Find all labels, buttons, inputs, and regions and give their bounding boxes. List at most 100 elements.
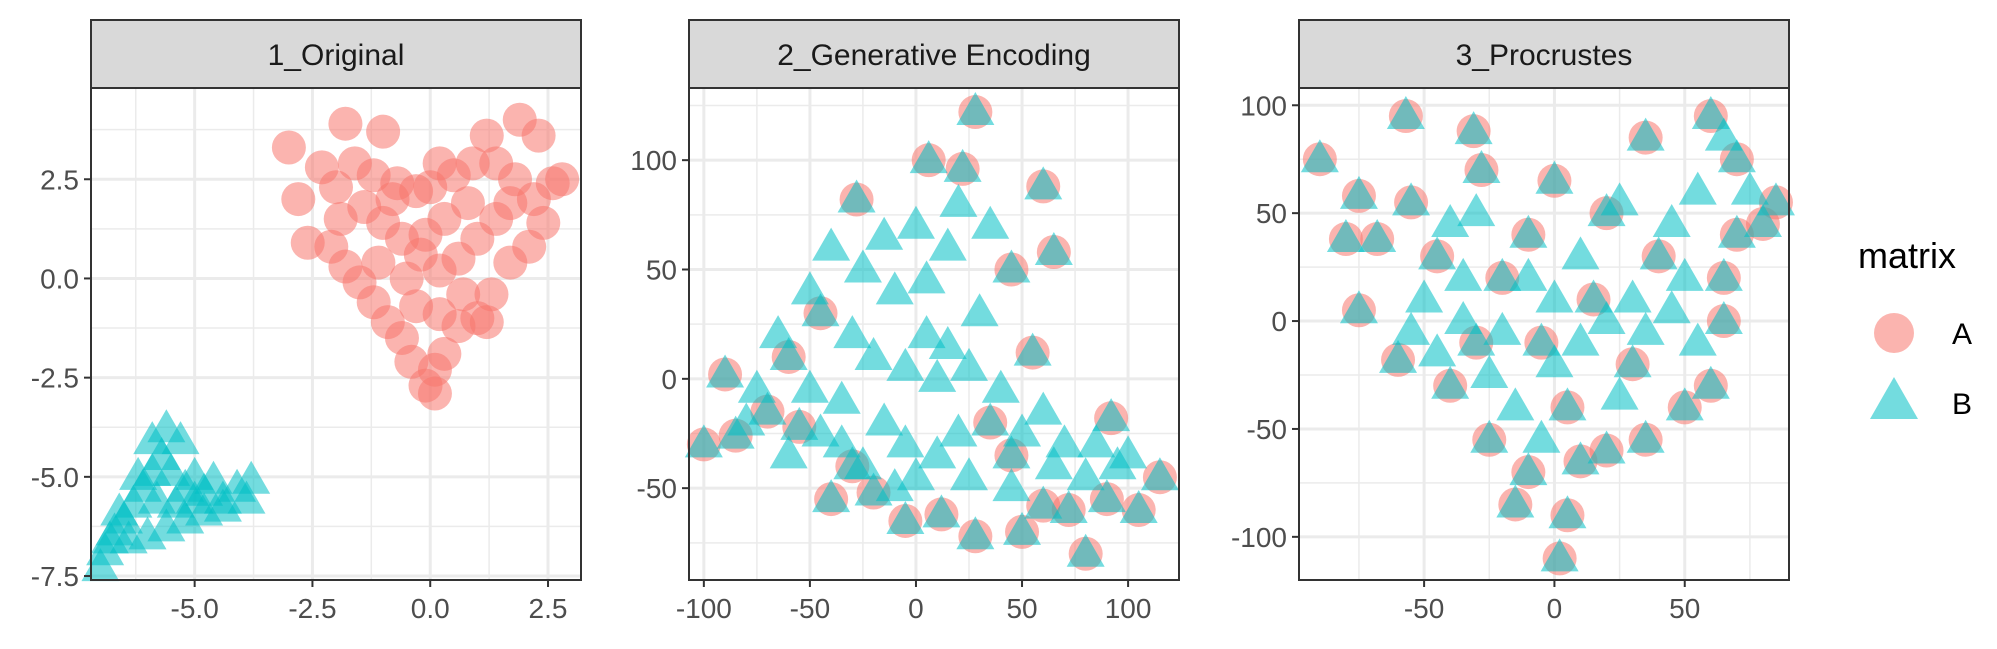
point-b	[1600, 376, 1639, 410]
point-b	[875, 468, 914, 502]
point-b	[1013, 332, 1052, 366]
point-b	[875, 271, 914, 305]
point-b	[1639, 236, 1678, 270]
point-b	[896, 205, 935, 239]
point-b	[1509, 452, 1548, 486]
point-b	[1626, 311, 1665, 345]
point-a	[521, 118, 556, 153]
point-a	[469, 118, 504, 153]
point-b	[119, 456, 158, 490]
point-b	[1613, 344, 1652, 378]
point-b	[812, 227, 851, 261]
point-b	[1119, 490, 1158, 524]
point-b	[1756, 182, 1795, 216]
y-tick-label: 0	[661, 364, 677, 395]
facet-panel-procrustes: 3_Procrustes -50 0 50 -100 -50 0 50 100	[1231, 19, 1795, 624]
point-b	[854, 336, 893, 370]
point-b	[843, 249, 882, 283]
point-b	[1003, 511, 1042, 545]
point-b	[1418, 333, 1457, 367]
facet-strip-original	[90, 19, 582, 89]
point-b	[1066, 533, 1105, 567]
x-tick-label: -100	[676, 593, 732, 624]
point-b	[1665, 257, 1704, 291]
point-b	[981, 369, 1020, 403]
point-b	[90, 520, 129, 554]
point-b	[837, 179, 876, 213]
point-b	[907, 260, 946, 294]
point-b	[1140, 457, 1179, 491]
point-b	[769, 435, 808, 469]
point-b	[928, 326, 967, 360]
y-tick-label: 50	[1256, 198, 1287, 229]
y-tick-label: 2.5	[40, 164, 79, 195]
point-a	[314, 229, 349, 264]
point-b	[780, 406, 819, 440]
point-a	[281, 182, 316, 217]
point-b	[886, 347, 925, 381]
point-b	[1024, 166, 1063, 200]
point-b	[790, 271, 829, 305]
point-b	[928, 227, 967, 261]
x-tick-label: 50	[1669, 593, 1700, 624]
y-tick-label: 0	[1271, 306, 1287, 337]
x-tick-label: 0.0	[411, 593, 450, 624]
point-b	[939, 413, 978, 447]
point-b	[1392, 182, 1431, 216]
point-b	[822, 380, 861, 414]
x-tick-label: 50	[1006, 593, 1037, 624]
y-tick-label: -7.5	[31, 561, 79, 592]
y-tick-label: -50	[637, 473, 677, 504]
point-b	[1587, 430, 1626, 464]
y-tick-label: -5.0	[31, 462, 79, 493]
point-b	[1034, 446, 1073, 480]
point-b	[1379, 339, 1418, 373]
point-b	[971, 402, 1010, 436]
point-b	[727, 402, 766, 436]
x-tick-label: 0	[908, 593, 924, 624]
point-b	[1431, 365, 1470, 399]
point-b	[960, 293, 999, 327]
panel-border	[688, 87, 1180, 581]
point-b	[759, 315, 798, 349]
point-b	[1678, 322, 1717, 356]
point-b	[1522, 419, 1561, 453]
point-b	[1496, 387, 1535, 421]
point-b	[748, 391, 787, 425]
point-b	[943, 148, 982, 182]
point-b	[1522, 322, 1561, 356]
point-b	[1548, 495, 1587, 529]
point-b	[203, 488, 242, 522]
point-b	[1098, 446, 1137, 480]
point-b	[812, 479, 851, 513]
point-b	[1535, 160, 1574, 194]
point-b	[706, 354, 745, 388]
facet-strip-generative-encoding	[688, 19, 1180, 89]
point-b	[1509, 214, 1548, 248]
point-b	[918, 358, 957, 392]
point-b	[1496, 484, 1535, 518]
panel-border	[1298, 87, 1790, 581]
point-b	[1574, 279, 1613, 313]
point-b	[1300, 139, 1339, 173]
point-b	[1691, 365, 1730, 399]
point-b	[1535, 279, 1574, 313]
point-b	[896, 457, 935, 491]
point-b	[1626, 419, 1665, 453]
point-b	[886, 500, 925, 534]
point-b	[939, 183, 978, 217]
point-a	[446, 277, 481, 312]
point-b	[833, 315, 872, 349]
point-a	[455, 146, 490, 181]
x-tick-label: -50	[790, 593, 830, 624]
point-b	[1626, 117, 1665, 151]
point-b	[790, 369, 829, 403]
point-b	[1470, 355, 1509, 388]
point-b	[1405, 279, 1444, 313]
y-tick-label: -100	[1231, 522, 1287, 553]
point-b	[769, 336, 808, 370]
point-b	[1457, 322, 1496, 356]
point-b	[1339, 290, 1378, 324]
point-b	[1652, 203, 1691, 237]
